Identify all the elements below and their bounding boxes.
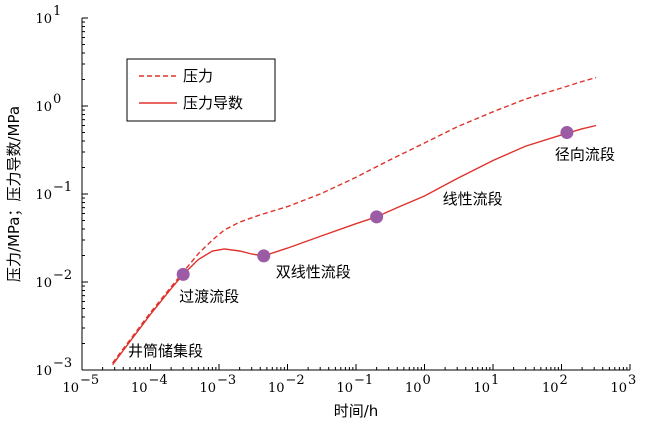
x-tick-label: 100 [405,373,431,396]
legend-label: 压力导数 [183,94,243,112]
y-tick-label: 10−2 [35,268,72,291]
legend-box [126,58,276,122]
marker-layer [176,125,574,281]
y-tick-label: 10−3 [35,356,72,379]
y-tick-label-exponent: −3 [53,356,72,371]
x-tick-label: 10−1 [336,373,373,396]
y-tick-label-base: 10 [35,276,52,291]
y-tick-label-base: 10 [35,12,52,27]
legend-label: 压力 [183,67,213,85]
flow-regime-marker [560,125,574,139]
x-tick-label-base: 10 [473,381,490,396]
x-tick-label-base: 10 [268,381,285,396]
x-tick-label-exponent: −4 [149,373,168,388]
x-axis-title: 时间/h [334,402,379,420]
y-tick-label-exponent: 0 [53,92,61,107]
x-tick-label: 10−2 [268,373,305,396]
text-layer: 时间/h 压力/MPa；压力导数/MPa 过渡流段 双线性流段 线性流段 径向流段井筒储集… [5,106,615,420]
y-tick-label-base: 10 [35,188,52,203]
flow-regime-label: 过渡流段 [179,287,239,305]
flow-regime-marker [176,267,190,281]
x-tick-label: 101 [473,373,499,396]
y-tick-label-base: 10 [35,364,52,379]
x-tick-label: 10−4 [131,373,168,396]
x-tick-label-base: 10 [336,381,353,396]
x-tick-label-exponent: 0 [423,373,431,388]
x-tick-label: 102 [542,373,568,396]
y-axis-title: 压力/MPa；压力导数/MPa [5,106,23,282]
x-tick-label-base: 10 [610,381,627,396]
flow-regime-marker [257,249,271,263]
pressure-series-line [112,76,597,364]
y-tick-label-exponent: 1 [53,4,61,19]
x-tick-label-exponent: 2 [560,373,568,388]
y-tick-label-exponent: −2 [53,268,72,283]
y-tick-label-exponent: −1 [53,180,72,195]
flow-regime-label: 径向流段 [555,145,615,163]
y-tick-label: 101 [35,4,61,27]
wellbore-storage-label: 井筒储集段 [128,342,203,360]
y-tick-label-base: 10 [35,100,52,115]
x-tick-label: 10−5 [62,373,99,396]
flow-regime-label: 线性流段 [443,190,503,208]
x-tick-label-exponent: 3 [628,373,636,388]
x-tick-label: 10−3 [199,373,236,396]
x-tick-label-base: 10 [199,381,216,396]
x-tick-label-base: 10 [405,381,422,396]
x-tick-label-exponent: −1 [354,373,373,388]
x-tick-label-base: 10 [131,381,148,396]
y-tick-label: 10−1 [35,180,72,203]
x-tick-label: 103 [610,373,636,396]
x-tick-label-base: 10 [542,381,559,396]
y-tick-label: 100 [35,92,61,115]
pressure-derivative-series-line [112,124,597,366]
x-tick-label-exponent: 1 [491,373,499,388]
flow-regime-marker [370,210,384,224]
x-tick-label-exponent: −2 [286,373,305,388]
flow-regime-label: 双线性流段 [276,263,351,281]
x-tick-label-base: 10 [62,381,79,396]
x-tick-label-exponent: −3 [217,373,236,388]
axes-layer: 10−510−410−310−210−110010110210310−310−2… [35,4,636,396]
x-tick-label-exponent: −5 [80,373,99,388]
